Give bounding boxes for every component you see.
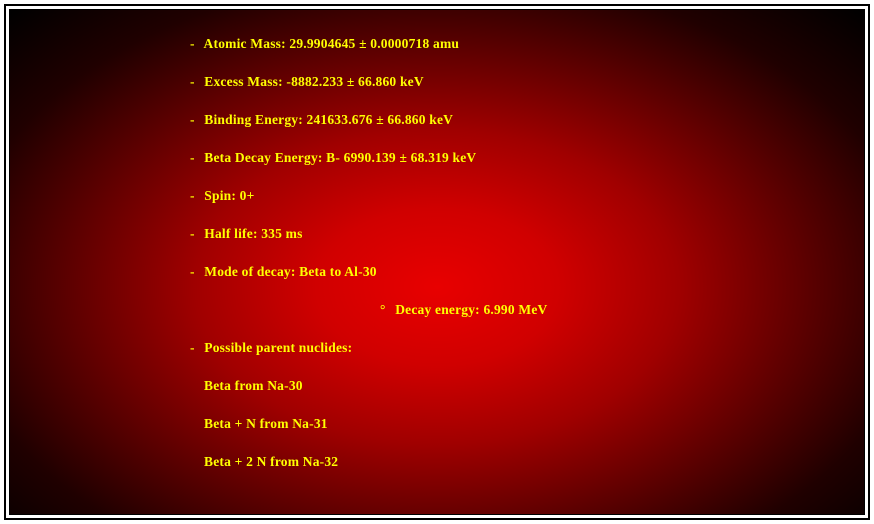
dash-bullet: - [190,264,195,279]
property-row: - Excess Mass: -8882.233 ± 66.860 keV [190,74,864,90]
dash-bullet: - [190,36,195,51]
property-row: - Half life: 335 ms [190,226,864,242]
property-text: Mode of decay: Beta to Al-30 [204,264,376,279]
degree-bullet: ° [380,302,386,317]
parent-header-row: - Possible parent nuclides: [190,340,864,356]
property-text: Atomic Mass: 29.9904645 ± 0.0000718 amu [204,36,460,51]
property-row: - Binding Energy: 241633.676 ± 66.860 ke… [190,112,864,128]
dash-bullet: - [190,112,195,127]
decay-sub-text: Decay energy: 6.990 MeV [395,302,547,317]
dash-bullet: - [190,226,195,241]
parent-nuclide-text: Beta + N from Na-31 [204,416,328,431]
decay-sub-row: ° Decay energy: 6.990 MeV [380,302,864,318]
property-text: Spin: 0+ [204,188,254,203]
property-row: - Beta Decay Energy: B- 6990.139 ± 68.31… [190,150,864,166]
parent-header-text: Possible parent nuclides: [204,340,352,355]
parent-nuclide-row: Beta from Na-30 [204,378,864,394]
content-panel: - Atomic Mass: 29.9904645 ± 0.0000718 am… [9,9,865,515]
parent-nuclide-text: Beta from Na-30 [204,378,303,393]
property-row: - Mode of decay: Beta to Al-30 [190,264,864,280]
parent-nuclide-text: Beta + 2 N from Na-32 [204,454,338,469]
property-row: - Atomic Mass: 29.9904645 ± 0.0000718 am… [190,36,864,52]
parent-nuclide-row: Beta + N from Na-31 [204,416,864,432]
property-row: - Spin: 0+ [190,188,864,204]
property-text: Half life: 335 ms [204,226,302,241]
parent-nuclide-row: Beta + 2 N from Na-32 [204,454,864,470]
dash-bullet: - [190,340,195,355]
outer-frame: - Atomic Mass: 29.9904645 ± 0.0000718 am… [4,4,870,520]
dash-bullet: - [190,150,195,165]
property-text: Binding Energy: 241633.676 ± 66.860 keV [204,112,453,127]
dash-bullet: - [190,188,195,203]
property-text: Beta Decay Energy: B- 6990.139 ± 68.319 … [204,150,476,165]
dash-bullet: - [190,74,195,89]
property-text: Excess Mass: -8882.233 ± 66.860 keV [204,74,424,89]
